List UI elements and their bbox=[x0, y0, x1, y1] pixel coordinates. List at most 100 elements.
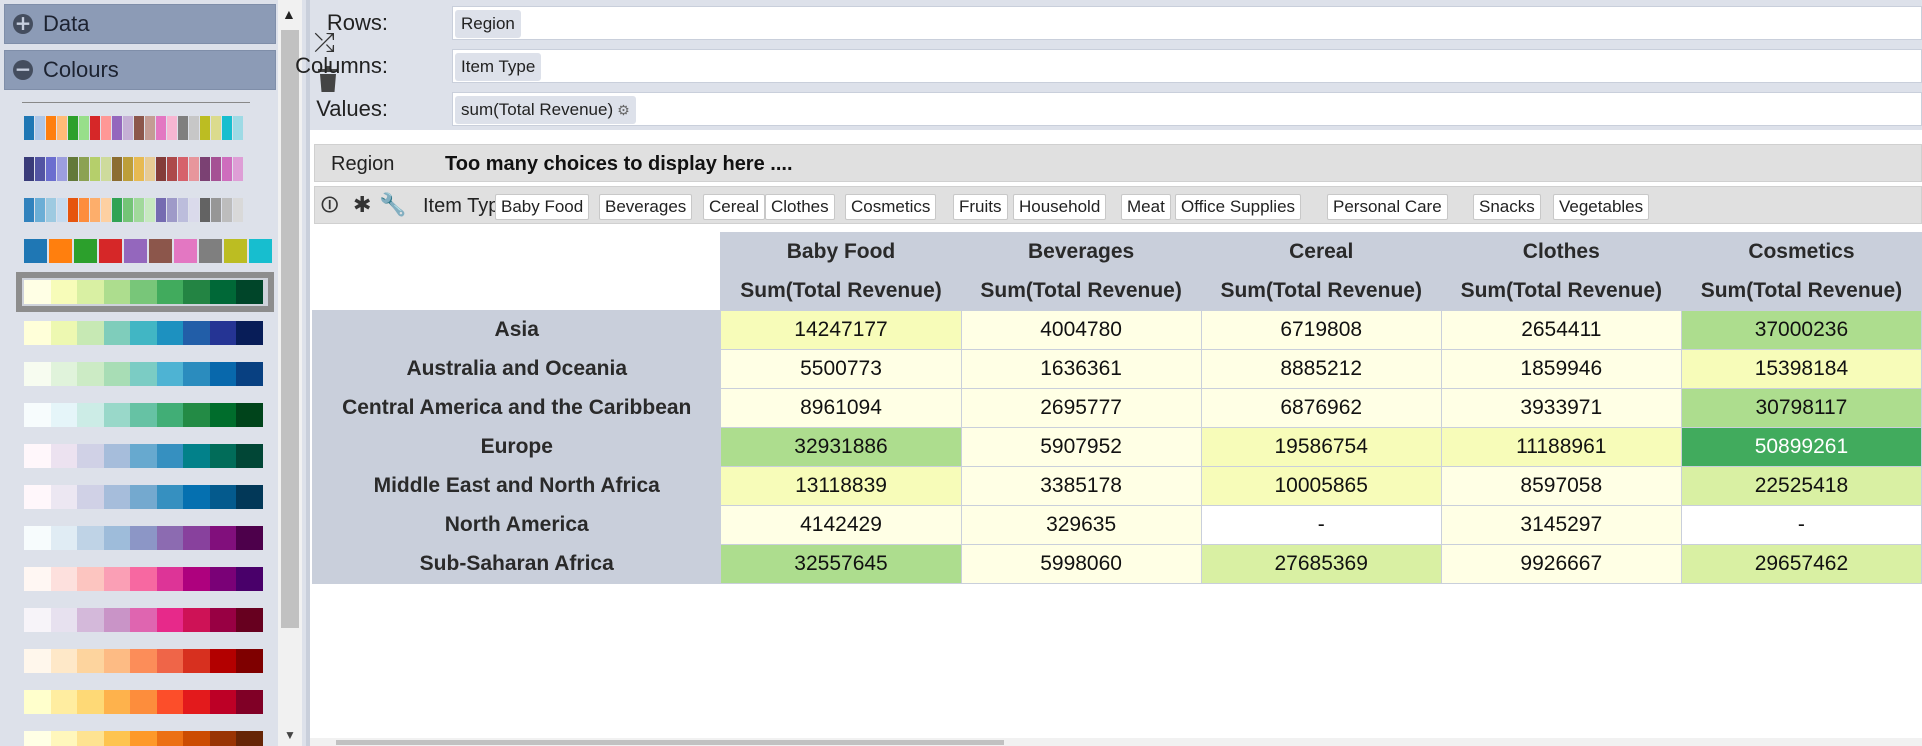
item-type-chip[interactable]: Personal Care bbox=[1327, 194, 1448, 220]
asterisk-icon[interactable]: ✱ bbox=[353, 193, 372, 218]
table-cell[interactable]: 8961094 bbox=[720, 388, 962, 428]
shuffle-icon[interactable]: ⤮ bbox=[314, 28, 335, 58]
item-type-chip[interactable]: Baby Food bbox=[495, 194, 590, 220]
table-cell[interactable]: 6719808 bbox=[1200, 310, 1442, 350]
item-type-chip[interactable]: Meat bbox=[1121, 194, 1171, 220]
table-cell[interactable]: 50899261 bbox=[1680, 427, 1922, 467]
palette-swatch bbox=[24, 198, 34, 222]
gear-icon[interactable]: ⚙ bbox=[617, 102, 630, 118]
colour-palette[interactable] bbox=[18, 518, 274, 558]
colour-palette[interactable] bbox=[16, 272, 274, 312]
table-cell[interactable]: 32557645 bbox=[720, 544, 962, 584]
table-cell[interactable]: 2695777 bbox=[960, 388, 1202, 428]
item-type-chip[interactable]: Snacks bbox=[1473, 194, 1541, 220]
colour-palette[interactable] bbox=[18, 436, 274, 476]
table-cell[interactable]: 5500773 bbox=[720, 349, 962, 389]
palette-swatch bbox=[35, 157, 45, 181]
colour-palette[interactable] bbox=[18, 641, 274, 681]
item-type-chip[interactable]: Cereal bbox=[703, 194, 766, 220]
item-type-chip[interactable]: Fruits bbox=[953, 194, 1008, 220]
item-type-chip[interactable]: Office Supplies bbox=[1175, 194, 1302, 220]
palette-swatch bbox=[130, 690, 157, 714]
colour-palette[interactable] bbox=[18, 723, 274, 746]
row-header: Central America and the Caribbean bbox=[311, 388, 722, 428]
colour-palette[interactable] bbox=[18, 395, 274, 435]
colour-palette[interactable] bbox=[18, 600, 274, 640]
item-type-filter-name[interactable]: Item Type bbox=[423, 195, 511, 217]
row-header: Middle East and North Africa bbox=[311, 466, 722, 506]
colour-palette[interactable] bbox=[18, 313, 274, 353]
wrench-icon[interactable]: 🔧 bbox=[379, 193, 407, 218]
table-cell[interactable]: 13118839 bbox=[720, 466, 962, 506]
trash-icon[interactable] bbox=[318, 66, 338, 92]
table-cell[interactable]: 32931886 bbox=[720, 427, 962, 467]
table-cell[interactable]: 30798117 bbox=[1680, 388, 1922, 428]
table-cell[interactable]: 27685369 bbox=[1200, 544, 1442, 584]
colour-palette[interactable] bbox=[18, 231, 274, 271]
table-cell[interactable]: 6876962 bbox=[1200, 388, 1442, 428]
palette-swatch bbox=[130, 403, 157, 427]
rows-pill[interactable]: Region bbox=[455, 10, 521, 38]
region-filter-name[interactable]: Region bbox=[331, 153, 395, 175]
table-cell[interactable]: 1859946 bbox=[1440, 349, 1682, 389]
table-cell[interactable]: 5998060 bbox=[960, 544, 1202, 584]
columns-dropzone[interactable]: Item Type bbox=[452, 49, 1922, 83]
sidebar-scrollbar[interactable]: ▲ ▼ bbox=[278, 0, 302, 746]
hscrollbar-thumb[interactable] bbox=[336, 740, 1004, 745]
colour-palette[interactable] bbox=[18, 190, 274, 230]
values-pill[interactable]: sum(Total Revenue) ⚙ bbox=[455, 96, 636, 124]
columns-pill[interactable]: Item Type bbox=[455, 53, 542, 81]
colour-palette[interactable] bbox=[18, 559, 274, 599]
accordion-colours[interactable]: − Colours bbox=[4, 50, 276, 90]
table-cell[interactable]: 3933971 bbox=[1440, 388, 1682, 428]
accordion-data[interactable]: + Data bbox=[4, 4, 276, 44]
palette-swatch bbox=[209, 608, 236, 632]
table-cell[interactable]: 2654411 bbox=[1440, 310, 1682, 350]
colour-palette[interactable] bbox=[18, 682, 274, 722]
palette-swatch bbox=[236, 280, 263, 304]
colour-palette[interactable] bbox=[18, 354, 274, 394]
item-type-chip[interactable]: Clothes bbox=[765, 194, 835, 220]
table-hscrollbar[interactable] bbox=[310, 738, 1922, 746]
col-header: Cereal bbox=[1200, 232, 1442, 272]
table-cell[interactable]: 15398184 bbox=[1680, 349, 1922, 389]
table-cell[interactable]: 29657462 bbox=[1680, 544, 1922, 584]
colour-palette[interactable] bbox=[18, 108, 274, 148]
palette-swatch bbox=[178, 116, 188, 140]
table-cell[interactable]: 14247177 bbox=[720, 310, 962, 350]
table-cell[interactable]: 329635 bbox=[960, 505, 1202, 545]
scroll-up-icon[interactable]: ▲ bbox=[282, 6, 296, 22]
table-cell[interactable]: 22525418 bbox=[1680, 466, 1922, 506]
table-cell[interactable]: 1636361 bbox=[960, 349, 1202, 389]
palette-swatch bbox=[24, 157, 34, 181]
table-cell[interactable]: - bbox=[1200, 505, 1442, 545]
palette-swatch bbox=[46, 157, 56, 181]
table-cell[interactable]: 3145297 bbox=[1440, 505, 1682, 545]
col-header: Beverages bbox=[960, 232, 1202, 272]
toggle-icon[interactable]: ⏼ bbox=[321, 193, 339, 218]
values-pill-label: sum(Total Revenue) bbox=[461, 100, 614, 119]
table-cell[interactable]: 8885212 bbox=[1200, 349, 1442, 389]
table-cell[interactable]: 37000236 bbox=[1680, 310, 1922, 350]
colour-palette[interactable] bbox=[18, 477, 274, 517]
item-type-chip[interactable]: Cosmetics bbox=[845, 194, 937, 220]
item-type-chip[interactable]: Vegetables bbox=[1553, 194, 1650, 220]
table-cell[interactable]: - bbox=[1680, 505, 1922, 545]
table-cell[interactable]: 5907952 bbox=[960, 427, 1202, 467]
table-cell[interactable]: 9926667 bbox=[1440, 544, 1682, 584]
scroll-down-icon[interactable]: ▼ bbox=[284, 728, 296, 742]
table-cell[interactable]: 3385178 bbox=[960, 466, 1202, 506]
table-cell[interactable]: 8597058 bbox=[1440, 466, 1682, 506]
values-dropzone[interactable]: sum(Total Revenue) ⚙ bbox=[452, 92, 1922, 126]
rows-dropzone[interactable]: Region bbox=[452, 6, 1922, 40]
table-cell[interactable]: 19586754 bbox=[1200, 427, 1442, 467]
item-type-chip[interactable]: Beverages bbox=[599, 194, 693, 220]
item-type-chip[interactable]: Household bbox=[1013, 194, 1107, 220]
rows-row: Rows: Region bbox=[310, 4, 1922, 40]
table-cell[interactable]: 4004780 bbox=[960, 310, 1202, 350]
table-cell[interactable]: 10005865 bbox=[1200, 466, 1442, 506]
colour-palette[interactable] bbox=[18, 149, 274, 189]
table-cell[interactable]: 11188961 bbox=[1440, 427, 1682, 467]
scrollbar-thumb[interactable] bbox=[281, 30, 299, 628]
table-cell[interactable]: 4142429 bbox=[720, 505, 962, 545]
